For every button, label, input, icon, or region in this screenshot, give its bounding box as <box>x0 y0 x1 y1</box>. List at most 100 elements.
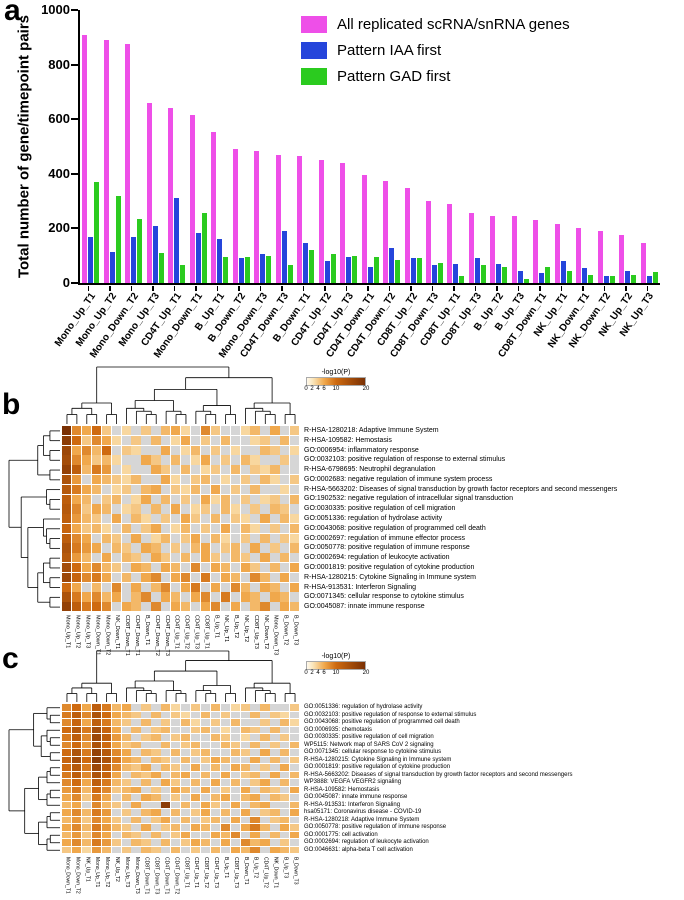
heatmap-cell <box>91 474 102 485</box>
panel-c-letter: c <box>2 642 19 675</box>
heatmap-cell <box>181 779 191 786</box>
heatmap-cell <box>190 809 201 816</box>
heatmap-cell <box>91 445 102 455</box>
heatmap-cell <box>181 465 191 475</box>
heatmap-cell <box>190 786 201 794</box>
heatmap-cell <box>91 514 102 524</box>
heatmap-cell <box>190 572 201 583</box>
heatmap-cell <box>181 455 191 465</box>
heatmap-cell <box>280 741 290 749</box>
heatmap-cell <box>240 749 250 756</box>
heatmap-cell <box>171 809 181 816</box>
heatmap-cell <box>181 764 191 771</box>
heatmap-cell <box>240 756 250 764</box>
heatmap-cell <box>240 474 250 485</box>
row-dendrogram <box>8 707 60 851</box>
colorbar-gradient <box>306 377 366 386</box>
colorbar-tick: 20 <box>362 386 370 392</box>
heatmap-cell <box>151 572 161 583</box>
legend-label: All replicated scRNA/snRNA genes <box>337 16 570 33</box>
y-tick-mark <box>71 9 78 11</box>
heatmap-cell <box>220 741 230 749</box>
heatmap-cell <box>141 756 151 764</box>
heatmap-col-label: B_Up_T3 <box>282 857 289 879</box>
heatmap-cell <box>161 572 171 583</box>
heatmap-cell <box>131 704 141 711</box>
heatmap-cell <box>210 572 221 583</box>
heatmap-cell <box>200 474 211 485</box>
heatmap-cell <box>141 592 151 602</box>
heatmap-cell <box>161 704 171 711</box>
x-tick-mark <box>603 286 606 291</box>
heatmap-cell <box>270 543 280 553</box>
heatmap-cell <box>171 572 181 583</box>
heatmap-cell <box>230 426 240 436</box>
bar <box>324 261 330 283</box>
heatmap-cell <box>131 764 141 771</box>
heatmap-cell <box>111 831 121 839</box>
heatmap-cell <box>151 839 161 846</box>
heatmap-cell <box>101 719 111 726</box>
heatmap-cell <box>151 824 161 831</box>
heatmap-cell <box>260 704 270 711</box>
heatmap-cell <box>210 514 221 524</box>
heatmap-cell <box>220 831 230 839</box>
heatmap-cell <box>141 726 151 734</box>
colorbar-tick: 2 <box>310 386 314 392</box>
y-tick-label: 200 <box>48 220 70 236</box>
heatmap-cell <box>91 602 102 612</box>
heatmap-cell <box>71 494 82 504</box>
heatmap-col-label: CD8T_Up_T1 <box>183 857 190 888</box>
x-tick-mark <box>259 286 262 291</box>
heatmap-cell <box>210 771 221 779</box>
heatmap-row-label: R-HSA-1280215: Cytokine Signaling in Imm… <box>304 573 476 581</box>
heatmap-cell <box>91 426 102 436</box>
colorbar: -log10(P) 0 2 4 6 10 20 <box>304 653 369 678</box>
heatmap-cell <box>190 756 201 764</box>
bar <box>395 259 400 283</box>
bar <box>367 266 373 283</box>
heatmap-col-label: CD4T_Up_T2 <box>183 615 190 649</box>
heatmap-cell <box>290 749 300 756</box>
heatmap-cell <box>101 514 111 524</box>
heatmap-cell <box>260 592 270 602</box>
heatmap-cell <box>190 543 201 553</box>
heatmap-cell <box>71 756 82 764</box>
heatmap-cell <box>62 465 72 475</box>
heatmap-cell <box>190 764 201 771</box>
heatmap-cell <box>181 786 191 794</box>
heatmap-row-label: GO:0001819: positive regulation of cytok… <box>304 764 451 770</box>
heatmap-cell <box>91 794 102 801</box>
heatmap-cell <box>121 602 131 612</box>
heatmap-cell <box>171 582 181 592</box>
heatmap-cell <box>91 504 102 514</box>
heatmap-cell <box>220 465 230 475</box>
heatmap-cell <box>280 801 290 809</box>
heatmap-cell <box>151 831 161 839</box>
heatmap-cell <box>190 734 201 741</box>
heatmap-col-label: CD4T_Up_T3 <box>193 615 200 649</box>
heatmap-cell <box>210 734 221 741</box>
heatmap-cell <box>91 543 102 553</box>
heatmap-cell <box>250 779 260 786</box>
heatmap-cell <box>210 523 221 534</box>
heatmap-grid <box>62 704 300 854</box>
heatmap-cell <box>280 533 290 543</box>
heatmap-cell <box>290 794 300 801</box>
bar <box>346 257 351 283</box>
heatmap-cell <box>141 719 151 726</box>
heatmap-cell <box>62 749 72 756</box>
bar <box>125 44 131 283</box>
bar <box>631 274 637 283</box>
heatmap-cell <box>200 779 211 786</box>
heatmap-cell <box>200 839 211 846</box>
heatmap-cell <box>250 474 260 485</box>
heatmap-cell <box>171 514 181 524</box>
heatmap-cell <box>260 719 270 726</box>
heatmap-cell <box>190 474 201 485</box>
heatmap-cell <box>81 435 92 445</box>
bar <box>254 150 260 283</box>
heatmap-cell <box>141 816 151 824</box>
heatmap-col-label: Mono_Down_T1 <box>94 615 101 656</box>
